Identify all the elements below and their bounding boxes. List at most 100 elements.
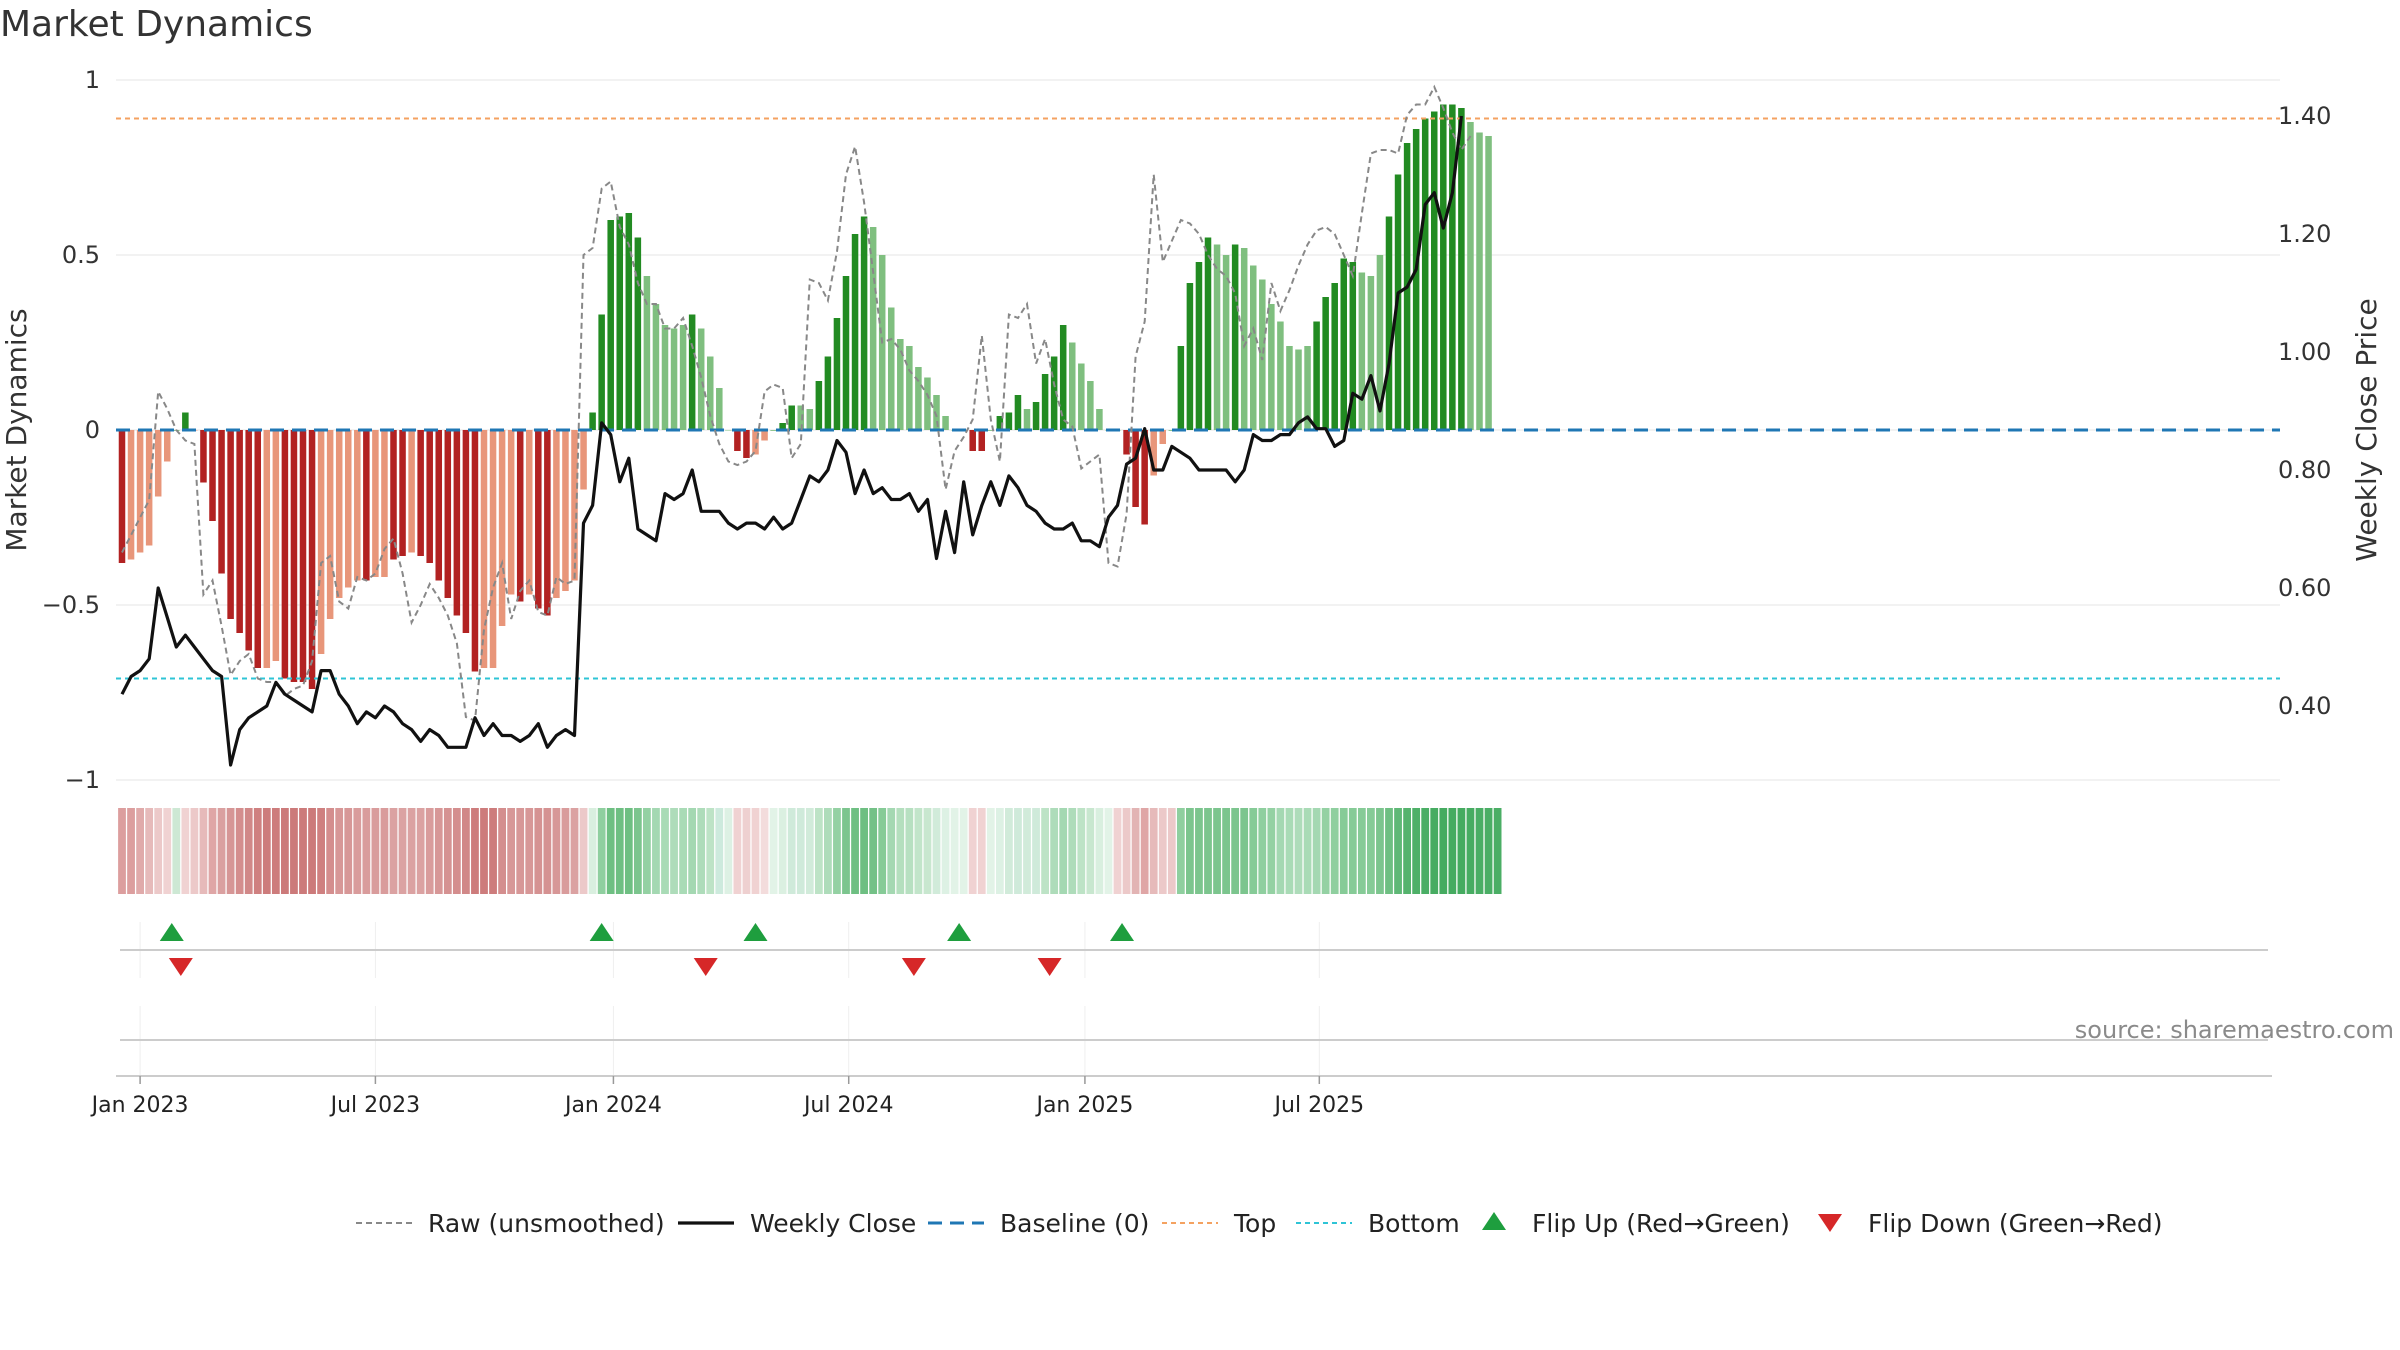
strip-cell (1140, 808, 1149, 894)
flip-markers (159, 923, 1135, 976)
bar (1349, 262, 1357, 430)
strip-cell (1158, 808, 1167, 894)
axes-layer: 1 0.5 0 −0.5 −1 1.40 1.20 1.00 0.80 0.60 0.40 Marke… (0, 66, 2383, 1118)
bar (1132, 430, 1139, 507)
bar-series (118, 104, 1492, 689)
strip-cell (624, 808, 633, 894)
strip-cell (1493, 808, 1502, 894)
bar (535, 430, 542, 609)
bar (679, 325, 687, 430)
flip-down-marker (693, 958, 718, 976)
legend-flip-up-swatch (1482, 1212, 1506, 1230)
bar (1050, 356, 1058, 430)
bar (725, 430, 732, 431)
strip-cell (615, 808, 624, 894)
bar (209, 430, 216, 521)
y2-tick-label: 1.40 (2278, 102, 2331, 130)
bar (1440, 104, 1447, 430)
strip-cell (127, 808, 135, 894)
strip-cell (208, 808, 217, 894)
y2-tick-label: 1.20 (2278, 220, 2331, 248)
bar (1141, 430, 1148, 525)
bar (1430, 111, 1438, 430)
strip-cell (1186, 808, 1194, 894)
strip-cell (796, 808, 805, 894)
bar (1376, 255, 1384, 430)
bar (1458, 108, 1465, 430)
strip-cell (308, 808, 316, 894)
strip-cell (842, 808, 850, 894)
flip-up-marker (947, 923, 972, 941)
strip-cell (814, 808, 823, 894)
strip-cell (588, 808, 597, 894)
strip-cell (1312, 808, 1321, 894)
strip-cell (688, 808, 697, 894)
bar (1023, 409, 1031, 430)
strip-cell (932, 808, 941, 894)
bar (906, 346, 913, 430)
strip-cell (362, 808, 371, 894)
x-tick-label: Jul 2024 (802, 1093, 894, 1118)
bar (969, 430, 976, 451)
bar (426, 430, 433, 563)
strip-cell (860, 808, 868, 894)
bar (1421, 118, 1429, 430)
strip-cell (534, 808, 543, 894)
strip-cell (914, 808, 923, 894)
bar (743, 430, 750, 458)
bar (408, 430, 415, 553)
bar (480, 430, 488, 668)
bar (770, 430, 777, 431)
bar (1240, 248, 1248, 430)
strip-cell (652, 808, 660, 894)
flip-down-marker (168, 958, 193, 976)
strip-cell (1167, 808, 1176, 894)
strip-cell (597, 808, 606, 894)
bar (218, 430, 225, 574)
bar (580, 430, 587, 490)
chart-title: Market Dynamics (0, 4, 313, 45)
strip-cell (1457, 808, 1466, 894)
strip-cell (941, 808, 950, 894)
y-tick-label: 1 (85, 66, 100, 94)
bar (136, 430, 144, 553)
strip-cell (1249, 808, 1258, 894)
y-axis-label: Market Dynamics (0, 308, 33, 551)
bar (670, 328, 678, 430)
strip-cell (1267, 808, 1276, 894)
strip-cell (805, 808, 814, 894)
strip-cell (190, 808, 199, 894)
strip-cell (181, 808, 190, 894)
bar (1087, 381, 1094, 430)
strip-cell (235, 808, 244, 894)
bar (163, 430, 171, 462)
bar (625, 213, 633, 430)
bar (897, 339, 904, 430)
y-tick-label: −1 (65, 766, 100, 794)
strip-cell (525, 808, 534, 894)
strip-cell (995, 808, 1004, 894)
strip-cell (507, 808, 516, 894)
bar (1186, 283, 1194, 430)
bar (381, 430, 388, 577)
bar (1177, 346, 1185, 430)
bar (616, 216, 624, 430)
bar (571, 430, 578, 581)
strip-cell (253, 808, 262, 894)
strip-cell (1321, 808, 1330, 894)
raw-series-line (121, 84, 1472, 722)
strip-cell (679, 808, 687, 894)
legend-label: Baseline (0) (1000, 1209, 1149, 1238)
bar (688, 314, 696, 430)
legend-label: Top (1233, 1209, 1276, 1238)
bar (281, 430, 289, 679)
strip-cell (851, 808, 859, 894)
strip-cell (226, 808, 235, 894)
bar (236, 430, 243, 633)
bar (1304, 346, 1311, 430)
legend-label: Flip Up (Red→Green) (1532, 1209, 1790, 1238)
bar (806, 409, 814, 430)
regime-strip (118, 808, 1502, 894)
strip-cell (1285, 808, 1294, 894)
strip-cell (1122, 808, 1131, 894)
